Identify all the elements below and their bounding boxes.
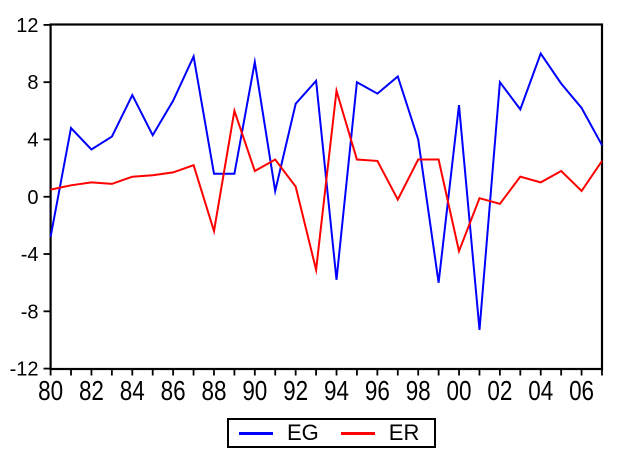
x-tick-label: 04: [528, 375, 553, 406]
series-line-eg: [49, 51, 603, 330]
eg-line-swatch: [239, 431, 273, 435]
x-tick-label: 98: [406, 375, 431, 406]
legend-label-er: ER: [388, 420, 420, 445]
er-line-swatch: [340, 431, 375, 435]
x-tick-label: 96: [365, 375, 390, 406]
y-tick-label: 8: [27, 72, 38, 94]
x-tick-label: 86: [161, 375, 186, 406]
x-tick-label: 90: [242, 375, 267, 406]
x-tick-label: 88: [201, 375, 226, 406]
plot-border: [49, 23, 604, 371]
legend-label-eg: EG: [287, 420, 319, 445]
y-tick-label: -12: [10, 359, 39, 381]
x-tick-label: 82: [79, 375, 104, 406]
x-tick-label: 84: [120, 375, 145, 406]
legend-item-er: ER: [340, 420, 420, 446]
x-tick-label: 94: [324, 375, 349, 406]
y-tick-label: 4: [27, 129, 38, 151]
series-line-er: [50, 85, 603, 276]
legend-item-eg: EG: [239, 420, 319, 446]
y-tick-label: -8: [21, 301, 39, 323]
x-tick-label: 06: [569, 375, 594, 406]
x-tick-label: 00: [447, 375, 472, 406]
x-tick-label: 80: [38, 375, 63, 406]
y-tick-label: 0: [27, 187, 38, 209]
x-tick-label: 02: [487, 375, 512, 406]
y-tick-label: 12: [16, 15, 38, 37]
x-tick-label: 92: [283, 375, 308, 406]
y-tick-label: -4: [21, 244, 39, 266]
legend: EG ER: [227, 418, 436, 448]
